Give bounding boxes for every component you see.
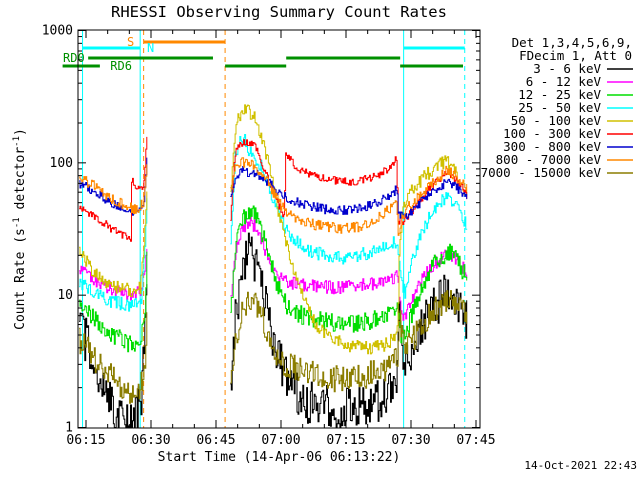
plot-creation-timestamp: 14-Oct-2021 22:43: [524, 459, 637, 472]
legend-label: 100 - 300 keV: [503, 126, 601, 141]
flag-label-n: N: [147, 41, 154, 55]
y-tick-label: 1: [65, 421, 73, 436]
legend-label: 7000 - 15000 keV: [481, 165, 602, 180]
y-tick-label: 1000: [42, 24, 73, 39]
series-800-7000-keV: [79, 157, 468, 236]
y-axis: 1 10 100 1000 Count Rate (s-1 detector-1): [12, 24, 480, 436]
chart-title: RHESSI Observing Summary Count Rates: [111, 3, 447, 21]
flag-bar-rd0: RD0: [63, 51, 401, 65]
flag-label-rd0: RD0: [63, 51, 85, 65]
legend-entry: 300 - 800 keV: [503, 139, 633, 154]
legend-header: Det 1,3,4,5,6,9,: [512, 35, 632, 50]
flag-bar-rd6: RD6: [62, 59, 463, 73]
legend-entry: 25 - 50 keV: [518, 100, 633, 115]
x-axis: 06:15 06:30 06:45 07:00 07:15 07:30 07:45: [66, 30, 496, 448]
legend-entry: 12 - 25 keV: [518, 87, 633, 102]
legend-entry: 7000 - 15000 keV: [481, 165, 633, 180]
flag-label-rd6: RD6: [110, 59, 132, 73]
x-tick-label: 06:45: [196, 433, 235, 448]
x-tick-label: 06:30: [131, 433, 170, 448]
series-50-100-keV: [79, 104, 468, 355]
series-3-6-keV: [79, 232, 468, 428]
x-tick-label: 07:00: [261, 433, 300, 448]
legend-entry: 50 - 100 keV: [511, 113, 633, 128]
x-axis-title: Start Time (14-Apr-06 06:13:22): [157, 450, 401, 465]
legend-label: 300 - 800 keV: [503, 139, 601, 154]
legend-entry: 100 - 300 keV: [503, 126, 633, 141]
legend: Det 1,3,4,5,6,9,FDecim 1, Att 03 - 6 keV…: [481, 35, 633, 180]
series-12-25-keV: [79, 205, 468, 353]
flag-bar-n: N: [82, 41, 465, 55]
y-tick-label: 100: [50, 156, 73, 171]
series-7000-15000-keV: [79, 290, 468, 404]
y-tick-label: 10: [57, 288, 73, 303]
x-tick-label: 06:15: [66, 433, 105, 448]
legend-header: FDecim 1, Att 0: [519, 48, 632, 63]
x-tick-label: 07:45: [456, 433, 495, 448]
legend-label: 50 - 100 keV: [511, 113, 602, 128]
y-axis-title: Count Rate (s-1 detector-1): [12, 128, 28, 330]
legend-label: 800 - 7000 keV: [496, 152, 602, 167]
flag-bars: S N RD0 RD6: [62, 35, 465, 73]
legend-entry: 800 - 7000 keV: [496, 152, 633, 167]
plot-frame: [77, 29, 481, 429]
flag-bar-s: S: [127, 35, 226, 49]
series-25-50-keV: [79, 134, 468, 312]
legend-label: 6 - 12 keV: [526, 74, 602, 89]
legend-label: 12 - 25 keV: [518, 87, 601, 102]
x-tick-label: 07:30: [391, 433, 430, 448]
series-curves: [79, 104, 468, 428]
event-lines: [82, 30, 466, 428]
legend-entry: 6 - 12 keV: [526, 74, 633, 89]
legend-label: 25 - 50 keV: [518, 100, 601, 115]
legend-entry: 3 - 6 keV: [533, 61, 633, 76]
flag-label-s: S: [127, 35, 134, 49]
legend-label: 3 - 6 keV: [533, 61, 601, 76]
x-tick-label: 07:15: [326, 433, 365, 448]
series-6-12-keV: [79, 216, 468, 321]
